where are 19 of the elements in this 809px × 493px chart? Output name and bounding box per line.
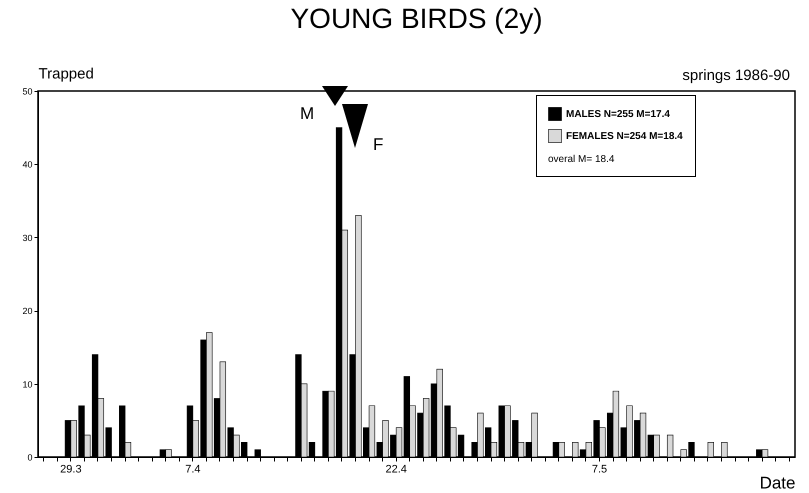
x-tick-label: 7.5 <box>592 464 608 476</box>
x-tick-label: 22.4 <box>385 464 407 476</box>
text: springs 1986-90 <box>682 67 790 84</box>
x-tick-label: 7.4 <box>185 464 201 476</box>
chart-title: YOUNG BIRDS (2y) <box>290 3 543 34</box>
y-tick-label: 0 <box>27 452 32 462</box>
annotation: F <box>373 135 384 155</box>
y-tick-label: 40 <box>22 160 32 170</box>
legend-label: MALES N=255 M=17.4 <box>566 109 670 120</box>
x-axis-title: Date <box>760 474 796 492</box>
y-axis-title: Trapped <box>38 66 94 82</box>
annotation: overal M= 18.4 <box>548 154 615 165</box>
y-tick-label: 30 <box>22 232 32 243</box>
annotation: M <box>300 104 314 124</box>
y-tick-label: 20 <box>22 306 32 316</box>
y-tick-label: 50 <box>22 86 32 96</box>
y-tick-label: 10 <box>22 379 32 390</box>
x-tick-label: 29.3 <box>60 464 82 476</box>
legend-label: FEMALES N=254 M=18.4 <box>566 131 684 142</box>
